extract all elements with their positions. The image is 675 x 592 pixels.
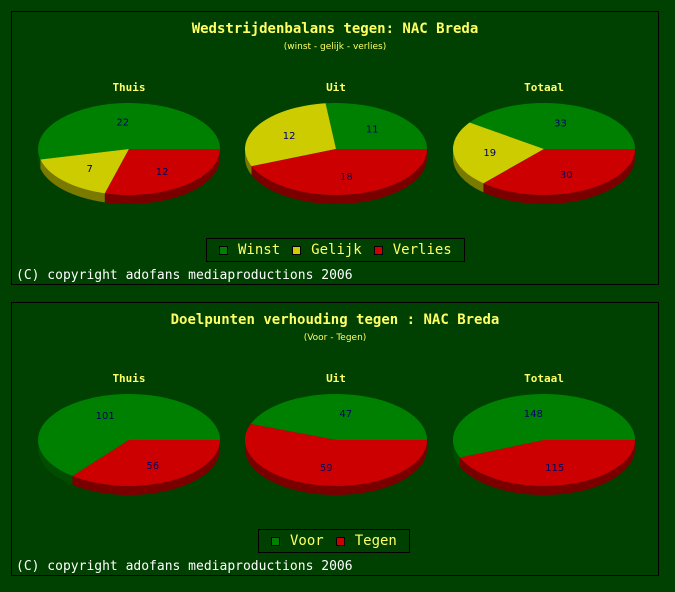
pie-title-uit-1: Uit: [326, 81, 346, 94]
pie-title-totaal-2: Totaal: [524, 81, 564, 94]
pie-value-label-uit-1-verlies: 18: [340, 172, 353, 183]
pie-value-label-thuis-0-gelijk: 7: [87, 164, 93, 175]
results-chart-title: Wedstrijdenbalans tegen: NAC Breda: [192, 21, 479, 37]
pie-value-label-totaal-5-voor: 148: [524, 409, 543, 420]
legend-label-winst: Winst: [238, 242, 281, 258]
legend-swatch-winst: [219, 245, 228, 255]
pie-side-thuis-3-tegen: [72, 440, 220, 495]
goals-chart-panel: Doelpunten verhouding tegen : NAC Breda …: [11, 302, 659, 576]
pie-slice-uit-4-tegen: [245, 423, 427, 486]
results-legend: Winst Gelijk Verlies: [206, 238, 465, 262]
pie-value-label-totaal-5-tegen: 115: [545, 463, 564, 474]
pie-value-label-uit-1-winst: 11: [366, 124, 379, 135]
pie-slice-totaal-5-tegen: [459, 440, 635, 487]
pie-slice-thuis-3-voor: [37, 394, 220, 477]
goals-legend: Voor Tegen: [258, 529, 410, 553]
pie-slice-thuis-3-tegen: [72, 440, 220, 486]
results-pies: 22 7 12 Thuis 11 12 18 Uit 33 19 30 Totaal: [38, 81, 635, 205]
pie-value-label-totaal-2-gelijk: 19: [483, 148, 496, 159]
pie-title-uit-4: Uit: [326, 372, 346, 385]
goals-chart-canvas: Doelpunten verhouding tegen : NAC Breda …: [37, 312, 635, 496]
legend-label-tegen: Tegen: [354, 533, 397, 549]
pie-slice-thuis-0-verlies: [104, 149, 220, 195]
goals-chart-subtitle: (Voor - Tegen): [304, 333, 367, 343]
legend-item-gelijk: Gelijk: [292, 242, 362, 258]
pie-title-totaal-5: Totaal: [524, 372, 564, 385]
pie-value-label-thuis-0-verlies: 12: [156, 167, 169, 178]
results-chart-panel: Wedstrijdenbalans tegen: NAC Breda (wins…: [11, 11, 659, 285]
legend-item-winst: Winst: [219, 242, 280, 258]
pie-value-label-thuis-3-voor: 101: [96, 411, 115, 422]
pie-slice-totaal-2-gelijk: [453, 122, 544, 184]
pie-slice-uit-1-verlies: [251, 149, 427, 195]
pie-value-label-uit-4-voor: 47: [339, 409, 352, 420]
legend-item-voor: Voor: [271, 533, 324, 549]
pie-title-thuis-3: Thuis: [112, 372, 145, 385]
pie-slice-uit-1-winst: [325, 103, 427, 149]
pie-slice-thuis-0-gelijk: [40, 149, 129, 194]
pie-side-uit-1-gelijk: [245, 149, 252, 176]
legend-swatch-tegen: [335, 536, 345, 546]
copyright-text: (C) copyright adofans mediaproductions 2…: [16, 559, 353, 574]
pie-side-totaal-2-verlies: [483, 149, 635, 205]
pie-title-thuis-0: Thuis: [112, 81, 145, 94]
legend-label-gelijk: Gelijk: [311, 242, 362, 258]
results-chart-subtitle: (winst - gelijk - verlies): [284, 42, 387, 52]
pie-side-thuis-0-verlies: [104, 149, 220, 205]
pie-slice-uit-4-voor: [250, 394, 427, 440]
pie-side-totaal-5-tegen: [459, 440, 635, 496]
legend-item-tegen: Tegen: [335, 533, 397, 549]
pie-slice-thuis-0-winst: [38, 103, 221, 160]
legend-label-verlies: Verlies: [392, 242, 452, 258]
legend-item-verlies: Verlies: [373, 242, 452, 258]
results-chart-canvas: Wedstrijdenbalans tegen: NAC Breda (wins…: [38, 21, 635, 205]
pie-value-label-thuis-3-tegen: 56: [146, 461, 159, 472]
pie-value-label-uit-1-gelijk: 12: [283, 131, 296, 142]
pie-side-thuis-3-voor: [38, 440, 73, 486]
pie-value-label-uit-4-tegen: 59: [320, 463, 333, 474]
pie-side-totaal-5-voor: [453, 440, 460, 467]
pie-value-label-thuis-0-winst: 22: [116, 118, 129, 129]
pie-slice-totaal-2-verlies: [483, 149, 635, 196]
pie-slice-totaal-5-voor: [453, 394, 635, 458]
legend-swatch-gelijk: [292, 245, 302, 255]
legend-swatch-voor: [271, 536, 280, 546]
pie-value-label-totaal-2-verlies: 30: [560, 170, 573, 181]
pie-side-totaal-2-gelijk: [452, 149, 484, 193]
goals-pies: 101 56 Thuis 47 59 Uit 148 115 Totaal: [37, 372, 635, 496]
pie-side-thuis-0-gelijk: [40, 159, 105, 203]
pie-side-thuis-0-winst: [38, 149, 41, 169]
pie-slice-uit-1-gelijk: [245, 103, 336, 167]
pie-slice-totaal-2-winst: [469, 102, 635, 149]
legend-label-voor: Voor: [290, 533, 324, 549]
goals-chart-title: Doelpunten verhouding tegen : NAC Breda: [171, 312, 500, 328]
pie-side-uit-1-verlies: [251, 149, 427, 204]
copyright-text: (C) copyright adofans mediaproductions 2…: [16, 268, 353, 283]
pie-value-label-totaal-2-winst: 33: [554, 119, 567, 130]
pie-side-uit-4-tegen: [245, 440, 427, 495]
legend-swatch-verlies: [373, 245, 383, 255]
